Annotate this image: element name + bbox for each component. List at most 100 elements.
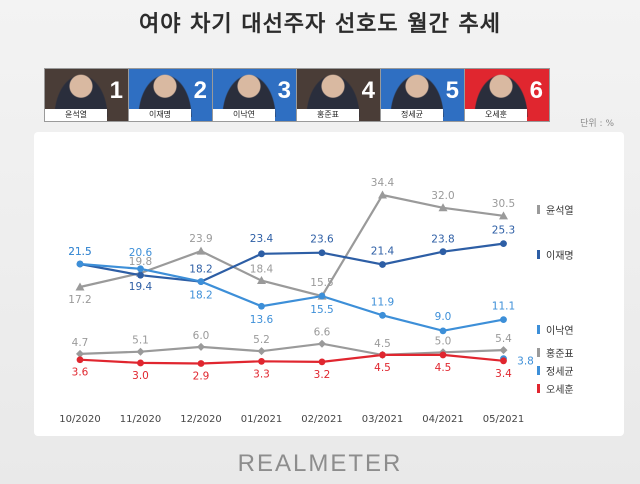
- data-label: 21.4: [371, 246, 395, 258]
- series-line-0: [79, 193, 504, 298]
- candidate-name: 윤석열: [45, 109, 107, 121]
- data-point: [197, 360, 205, 367]
- data-label: 15.5: [310, 304, 333, 316]
- data-point: [499, 211, 508, 220]
- legend-label: 윤석열: [546, 205, 574, 217]
- candidate-card-5: 5 정세균: [380, 68, 466, 122]
- data-label: 6.0: [193, 330, 210, 342]
- data-point: [439, 248, 447, 256]
- data-point: [196, 246, 206, 255]
- chart-title: 여야 차기 대선주자 선호도 월간 추세: [139, 12, 501, 37]
- data-point: [500, 240, 507, 248]
- data-label: 4.5: [374, 338, 391, 350]
- data-label: 11.1: [492, 301, 515, 313]
- candidate-rank: 6: [529, 77, 543, 104]
- data-label: 4.5: [435, 362, 452, 374]
- data-point: [197, 278, 205, 286]
- data-point: [318, 292, 326, 300]
- candidate-rank: 5: [445, 77, 459, 104]
- legend-label: 정세균: [546, 366, 574, 378]
- data-label: 3.4: [495, 368, 512, 380]
- x-tick-label: 05/2021: [483, 414, 525, 425]
- line-chart: 17.2 19.8 23.9 18.4 15.5 34.4 32.0 30.5 21.5 19.4…: [59, 177, 574, 425]
- data-label: 13.6: [250, 314, 274, 326]
- data-point: [258, 250, 265, 258]
- legend-swatch: [537, 348, 540, 357]
- data-label: 20.6: [129, 247, 153, 259]
- candidate-rank: 2: [193, 77, 207, 104]
- data-label: 19.4: [129, 281, 153, 293]
- legend-label: 오세훈: [546, 383, 574, 396]
- legend-swatch: [537, 250, 540, 259]
- data-point: [438, 203, 448, 212]
- data-label: 6.6: [314, 327, 331, 339]
- data-label: 32.0: [431, 190, 454, 202]
- candidate-card-1: 1 윤석열: [44, 68, 130, 122]
- x-tick-label: 12/2020: [180, 414, 222, 425]
- legend-label: 이재명: [546, 250, 574, 262]
- data-label: 3.2: [314, 369, 331, 381]
- data-point: [76, 260, 84, 268]
- candidate-rank: 1: [109, 77, 123, 104]
- series-line-5: [79, 353, 504, 365]
- data-label: 4.5: [374, 362, 391, 374]
- data-point: [500, 357, 507, 365]
- candidate-card-3: 3 이낙연: [212, 68, 298, 122]
- data-point: [379, 261, 386, 268]
- data-point: [75, 282, 85, 291]
- data-label: 19.8: [129, 256, 152, 268]
- series-line-3: [79, 342, 504, 357]
- candidate-name: 홍준표: [297, 109, 359, 121]
- data-label: 3.6: [72, 367, 89, 379]
- data-point: [439, 351, 447, 359]
- data-label: 18.4: [250, 264, 274, 276]
- data-label: 3.8: [517, 356, 534, 368]
- data-point: [137, 271, 144, 279]
- legend-label: 홍준표: [546, 347, 574, 360]
- legend-label: 이낙연: [546, 325, 574, 337]
- data-label: 3.0: [132, 370, 149, 382]
- data-point: [76, 356, 84, 364]
- data-point: [76, 349, 84, 358]
- candidate-rank: 3: [277, 77, 291, 104]
- data-point: [378, 190, 387, 199]
- data-point: [379, 351, 386, 359]
- data-point: [258, 357, 265, 365]
- candidate-rank: 4: [361, 77, 375, 104]
- x-tick-label: 02/2021: [301, 414, 343, 425]
- data-label: 5.2: [253, 334, 270, 346]
- x-tick-label: 01/2021: [241, 414, 283, 425]
- data-point: [500, 316, 507, 324]
- data-label: 5.1: [132, 335, 149, 347]
- data-point: [257, 347, 266, 356]
- candidate-card-2: 2 이재명: [128, 68, 214, 122]
- data-point: [439, 327, 447, 335]
- brand-logo: REALMETER: [237, 450, 403, 477]
- x-tick-label: 10/2020: [59, 414, 101, 425]
- legend-swatch: [537, 205, 540, 214]
- data-label: 34.4: [371, 177, 395, 189]
- chart-panel: 17.2 19.8 23.9 18.4 15.5 34.4 32.0 30.5 21.5 19.4…: [34, 132, 624, 436]
- data-label: 11.9: [371, 296, 394, 308]
- data-label: 15.5: [310, 277, 333, 289]
- data-label: 21.5: [68, 246, 91, 258]
- data-label: 5.0: [435, 335, 452, 347]
- data-label: 9.0: [435, 311, 452, 323]
- data-label: 18.2: [189, 290, 212, 302]
- legend-swatch: [537, 325, 540, 334]
- data-point: [136, 347, 145, 356]
- data-label: 30.5: [492, 198, 515, 210]
- candidate-card-6: 6 오세훈: [464, 68, 550, 122]
- data-label: 23.4: [250, 233, 274, 245]
- data-label: 3.3: [253, 368, 270, 380]
- data-point: [499, 346, 508, 355]
- data-label: 23.8: [431, 234, 454, 246]
- data-point: [197, 342, 205, 351]
- unit-label: 단위 : %: [580, 119, 614, 129]
- legend-swatch: [537, 384, 540, 393]
- candidate-name: 오세훈: [465, 109, 527, 121]
- data-point: [379, 311, 386, 319]
- candidate-name: 이재명: [129, 109, 191, 121]
- data-label: 2.9: [193, 370, 210, 382]
- data-point: [137, 359, 144, 367]
